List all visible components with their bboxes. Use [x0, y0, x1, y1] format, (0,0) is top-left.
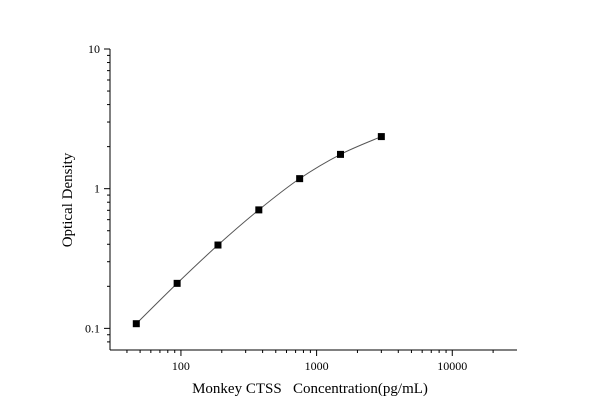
y-tick-label: 10: [88, 42, 100, 56]
x-tick-label: 10000: [437, 359, 467, 373]
data-points: [132, 133, 385, 328]
data-point: [173, 279, 181, 287]
axis-ticks: 100 1000 10000 0.1 1 10: [85, 42, 494, 373]
x-tick-label: 100: [172, 359, 190, 373]
axes: [109, 49, 517, 351]
y-tick-label: 1: [94, 182, 100, 196]
data-point: [296, 175, 304, 183]
y-axis-label: Optical Density: [60, 152, 76, 247]
data-point: [336, 150, 344, 158]
y-tick-label: 0.1: [85, 321, 100, 335]
x-tick-label: 1000: [305, 359, 329, 373]
data-point: [255, 206, 263, 214]
data-point: [214, 241, 222, 249]
data-point: [377, 133, 385, 141]
fitted-curve: [135, 136, 382, 325]
data-point: [132, 320, 140, 328]
x-axis-label: Monkey CTSS Concentration(pg/mL): [192, 381, 428, 397]
